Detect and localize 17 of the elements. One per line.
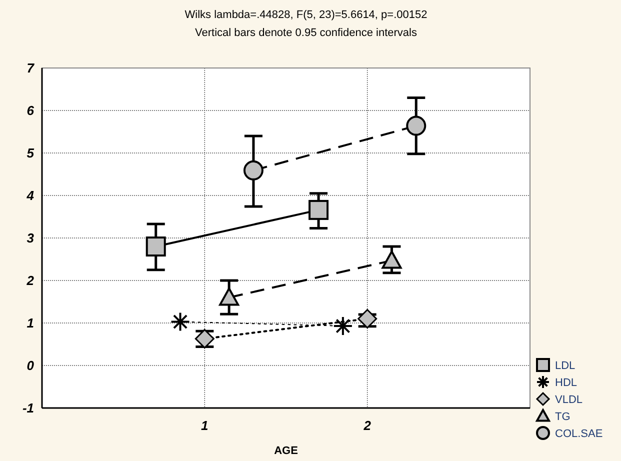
legend-label: HDL [555, 376, 578, 389]
y-tick-label: 6 [26, 103, 35, 118]
y-tick-label: 1 [26, 316, 34, 331]
y-tick-label: 4 [26, 188, 35, 204]
y-tick-label: 3 [26, 230, 35, 246]
legend-label: LDL [555, 360, 576, 372]
y-tick-label: 7 [26, 60, 35, 76]
legend-label: TG [555, 410, 570, 423]
y-tick-label: 2 [26, 273, 35, 288]
y-tick-label: -1 [22, 400, 34, 416]
chart-title: Wilks lambda=.44828, F(5, 23)=5.6614, p=.00152 [184, 9, 428, 21]
legend-label: COL.SAE [555, 428, 603, 440]
y-tick-label: 5 [26, 146, 35, 161]
y-tick-label: 0 [26, 358, 35, 374]
legend-label: VLDL [555, 394, 583, 406]
x-axis-title: AGE [274, 445, 298, 457]
chart-subtitle: Vertical bars denote 0.95 confidence intervals [195, 27, 418, 39]
